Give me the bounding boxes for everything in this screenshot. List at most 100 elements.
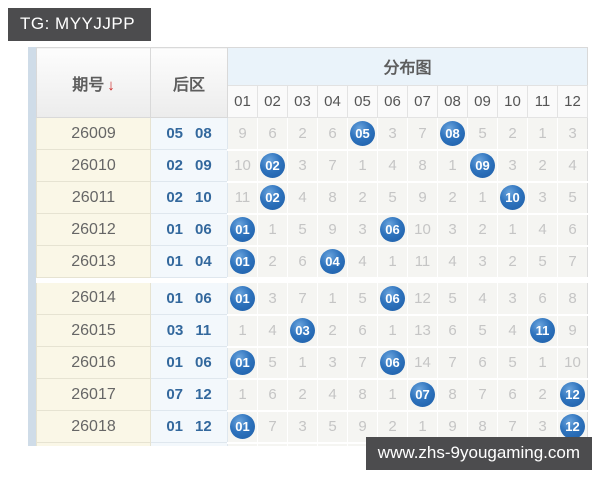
hit-ball: 01: [230, 249, 255, 274]
hit-cell: 04: [317, 245, 348, 279]
back-zone-cell: 01 06: [150, 213, 228, 246]
miss-cell: 1: [287, 346, 318, 380]
group-separator: [36, 277, 588, 283]
issue-cell: 26015: [36, 314, 151, 347]
miss-cell: 4: [257, 314, 288, 348]
miss-cell: 10: [227, 149, 258, 183]
issue-header-label: 期号: [72, 76, 105, 94]
miss-cell: 3: [557, 117, 588, 151]
dist-col-header-11: 11: [527, 84, 558, 119]
miss-cell: 4: [467, 282, 498, 316]
back-zone-cell: 01 04: [150, 245, 228, 278]
miss-cell: 4: [377, 149, 408, 183]
miss-cell: 5: [497, 346, 528, 380]
miss-cell: 1: [527, 117, 558, 151]
hit-ball: 06: [380, 285, 405, 311]
miss-cell: 8: [557, 282, 588, 316]
miss-cell: 5: [557, 181, 588, 215]
miss-cell: 2: [317, 314, 348, 348]
dist-col-header-04: 04: [317, 84, 348, 119]
miss-cell: [287, 442, 318, 446]
issue-column-header[interactable]: 期号 ↓: [36, 47, 151, 118]
back-number: 12: [195, 418, 212, 435]
miss-cell: 6: [287, 245, 318, 279]
back-zone-column-header: 后区: [150, 47, 228, 118]
issue-cell: [36, 442, 151, 446]
back-number: 08: [195, 125, 212, 142]
dist-col-header-02: 02: [257, 84, 288, 119]
dist-col-header-06: 06: [377, 84, 408, 119]
hit-cell: 01: [227, 410, 258, 444]
hit-cell: 01: [227, 213, 258, 247]
miss-cell: 1: [317, 282, 348, 316]
issue-cell: 26018: [36, 410, 151, 443]
back-zone-cell: 01 06: [150, 282, 228, 315]
miss-cell: 6: [497, 378, 528, 412]
table-row: 26010 02 09 10 02 3 7 1 4 8 1 09 3 2 4: [36, 149, 588, 183]
miss-cell: 5: [527, 245, 558, 279]
miss-cell: 6: [257, 378, 288, 412]
miss-cell: 7: [287, 282, 318, 316]
back-number: 01: [166, 253, 183, 270]
issue-cell: 26014: [36, 282, 151, 315]
miss-cell: 3: [497, 149, 528, 183]
miss-cell: 4: [437, 245, 468, 279]
miss-cell: 4: [287, 181, 318, 215]
back-number: 01: [166, 221, 183, 238]
table-row: 26017 07 12 1 6 2 4 8 1 07 8 7 6 2 12: [36, 378, 588, 412]
back-number: 04: [195, 253, 212, 270]
hit-ball: 09: [470, 153, 495, 178]
miss-cell: 5: [287, 213, 318, 247]
miss-cell: 1: [347, 149, 378, 183]
hit-ball: 06: [380, 350, 405, 375]
back-zone-cell: 05 08: [150, 117, 228, 150]
back-number: 06: [195, 221, 212, 238]
miss-cell: 3: [527, 181, 558, 215]
issue-cell: 26010: [36, 149, 151, 182]
issue-cell: 26011: [36, 181, 151, 214]
back-number: 10: [195, 189, 212, 206]
back-number: 11: [195, 322, 212, 339]
back-zone-cell: 01 06: [150, 346, 228, 379]
miss-cell: 1: [467, 181, 498, 215]
miss-cell: 3: [467, 245, 498, 279]
miss-cell: 6: [467, 346, 498, 380]
hit-ball: 08: [440, 120, 465, 146]
issue-cell: 26012: [36, 213, 151, 246]
back-number: 06: [195, 354, 212, 371]
back-number: 06: [195, 289, 212, 307]
hit-ball: 02: [260, 153, 285, 178]
header-row-top: 期号 ↓ 后区 分布图: [36, 47, 588, 118]
miss-cell: 4: [497, 314, 528, 348]
issue-cell: 26017: [36, 378, 151, 411]
miss-cell: 1: [227, 314, 258, 348]
dist-col-header-05: 05: [347, 84, 378, 119]
miss-cell: 6: [527, 282, 558, 316]
miss-cell: 5: [377, 181, 408, 215]
hit-cell: 01: [227, 346, 258, 380]
miss-cell: 1: [227, 378, 258, 412]
hit-cell: 05: [347, 117, 378, 151]
miss-cell: 9: [347, 410, 378, 444]
back-zone-cell: 03 11: [150, 314, 228, 347]
hit-cell: 03: [287, 314, 318, 348]
miss-cell: 5: [317, 410, 348, 444]
hit-cell: 12: [557, 378, 588, 412]
back-zone-cell: 01 12: [150, 410, 228, 443]
hit-ball: 03: [290, 318, 315, 343]
table-body: 26009 05 08 9 6 2 6 05 3 7 08 5 2 1 3 26010 02 09 10 02 3 7 1 4…: [36, 117, 588, 446]
miss-cell: 7: [557, 245, 588, 279]
miss-cell: 2: [497, 117, 528, 151]
dist-col-header-09: 09: [467, 84, 498, 119]
dist-col-header-07: 07: [407, 84, 438, 119]
hit-ball: 04: [320, 249, 345, 274]
hit-ball: 01: [230, 285, 255, 311]
miss-cell: 13: [407, 314, 438, 348]
tag-overlay: TG: MYYJJPP: [8, 8, 152, 41]
miss-cell: 9: [317, 213, 348, 247]
distribution-number-headers: 01 02 03 04 05 06 07 08 09 10 11 12: [37, 84, 588, 119]
miss-cell: 1: [377, 245, 408, 279]
miss-cell: 2: [527, 378, 558, 412]
hit-cell: 02: [257, 149, 288, 183]
back-number: 01: [166, 289, 183, 307]
